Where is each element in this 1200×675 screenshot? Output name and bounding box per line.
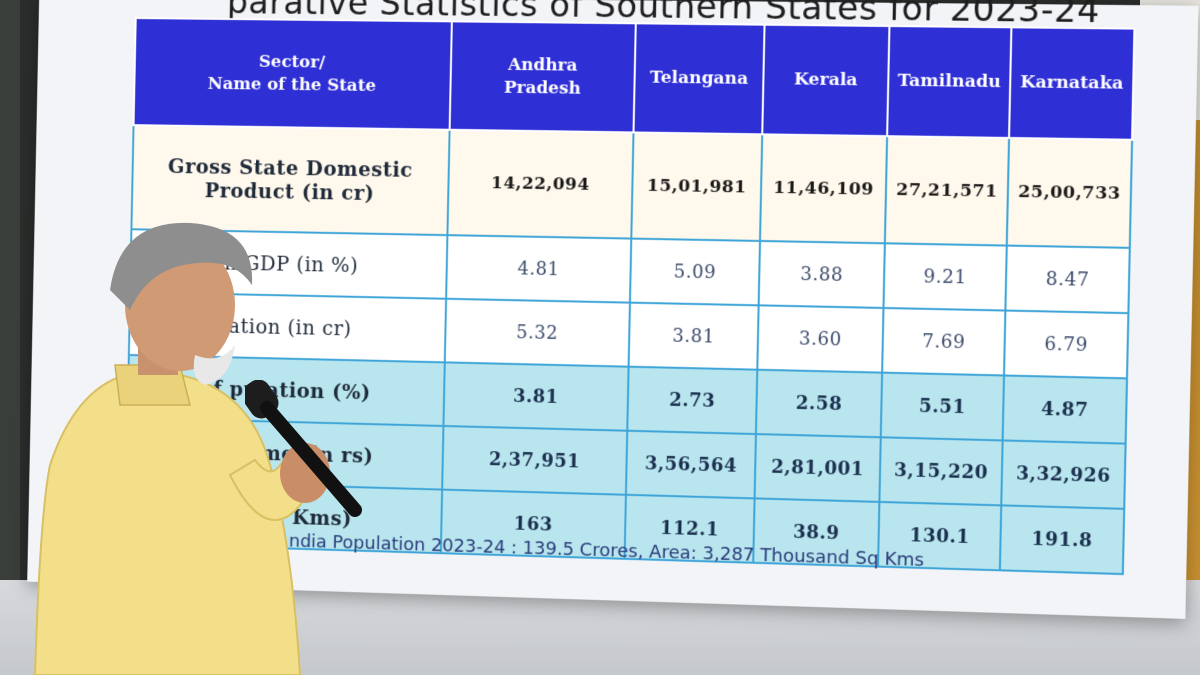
speaker-beard xyxy=(193,345,235,385)
table-cell: 3.88 xyxy=(758,240,886,308)
table-cell: 7.69 xyxy=(882,307,1006,376)
table-cell: 2,81,001 xyxy=(754,434,881,502)
table-cell: 2.58 xyxy=(755,369,883,438)
table-cell: 8.47 xyxy=(1005,245,1130,314)
header-state: Karnataka xyxy=(1009,27,1135,140)
speaker-hair xyxy=(110,222,253,310)
microphone-handle xyxy=(260,401,362,517)
table-cell: 2,37,951 xyxy=(442,425,628,495)
microphone xyxy=(245,380,362,517)
table-cell: 3.60 xyxy=(757,305,884,373)
table-cell: 5.09 xyxy=(630,238,760,306)
table-cell: 5.32 xyxy=(444,298,631,367)
table-cell: 11,46,109 xyxy=(759,134,888,244)
table-cell: 4.81 xyxy=(446,235,632,303)
table-cell: 4.87 xyxy=(1002,375,1127,444)
header-sector: Sector/ Name of the State xyxy=(133,18,452,130)
header-state: Andhra Pradesh xyxy=(449,21,637,133)
header-state: Telangana xyxy=(633,23,765,135)
table-cell: 6.79 xyxy=(1004,310,1129,379)
table-cell: 14,22,094 xyxy=(447,129,634,239)
table-cell: 3,15,220 xyxy=(879,437,1003,506)
table-cell: 3,56,564 xyxy=(626,430,756,499)
table-cell: 2.73 xyxy=(627,366,758,435)
table-cell: 27,21,571 xyxy=(885,136,1010,246)
table-cell: 5.51 xyxy=(880,372,1005,441)
background-wall-left xyxy=(0,0,20,675)
table-cell: 25,00,733 xyxy=(1006,137,1133,248)
table-cell: 9.21 xyxy=(883,243,1007,311)
table-header-row: Sector/ Name of the State Andhra Pradesh… xyxy=(133,18,1135,140)
table-cell: 15,01,981 xyxy=(631,132,763,241)
table-cell: 3,32,926 xyxy=(1001,440,1126,509)
header-state: Tamilnadu xyxy=(887,26,1012,138)
header-state: Kerala xyxy=(762,24,890,137)
table-cell: 3.81 xyxy=(443,362,629,431)
table-cell: 3.81 xyxy=(628,302,759,370)
